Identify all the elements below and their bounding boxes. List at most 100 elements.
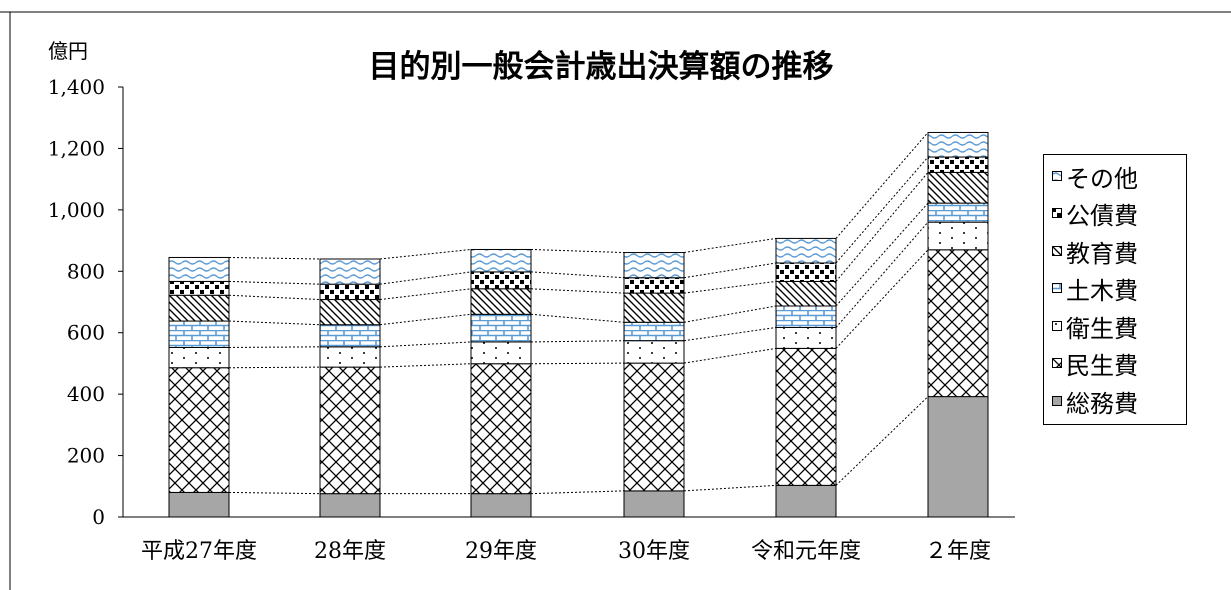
bar-segment xyxy=(470,341,532,365)
series-connector-line xyxy=(683,237,777,254)
bar-segment xyxy=(470,363,532,495)
series-connector-line xyxy=(835,221,929,328)
bar-segment xyxy=(470,313,532,343)
bar-segment xyxy=(319,283,381,301)
bar-segment xyxy=(775,484,837,518)
y-axis-unit-label: 億円 xyxy=(48,39,88,63)
series-connector-line xyxy=(835,202,929,307)
legend-label: 土木費 xyxy=(1066,276,1138,305)
legend-label: 民生費 xyxy=(1066,351,1138,380)
legend-swatch xyxy=(1052,396,1062,406)
series-connector-line xyxy=(530,490,625,495)
bar-segment xyxy=(168,320,230,348)
series-connector-line xyxy=(835,249,929,349)
series-connector-line xyxy=(683,305,777,323)
series-connector-line xyxy=(835,156,929,264)
series-connector-line xyxy=(683,262,777,279)
legend-swatch xyxy=(1052,358,1062,368)
bar-segment xyxy=(927,171,989,204)
y-tick-label: 600 xyxy=(67,321,105,345)
series-connector-line xyxy=(228,320,321,326)
y-tick-label: 400 xyxy=(67,382,105,406)
bar-segment xyxy=(168,256,230,282)
x-category-label: 平成27年度 xyxy=(141,539,257,564)
legend-item: 教育費 xyxy=(1052,237,1138,268)
series-connector-line xyxy=(379,288,472,301)
bar-segment xyxy=(775,262,837,282)
bar-segment xyxy=(927,249,989,398)
x-category-label: ２年度 xyxy=(925,539,991,564)
y-tick-label: 1,000 xyxy=(48,198,105,222)
bar-segment xyxy=(168,491,230,518)
series-connector-line xyxy=(530,288,625,294)
bar-segment xyxy=(470,271,532,290)
series-connector-line xyxy=(530,362,625,365)
bar-segment xyxy=(927,131,989,158)
legend-item: 衛生費 xyxy=(1052,312,1138,343)
plot-area: 0 200 400 600 800 1,000 1,200 1,400 平成27年度 28年度 29… xyxy=(48,75,1015,564)
series-connector-line xyxy=(379,271,472,285)
bar-segment xyxy=(168,346,230,369)
y-tick-label: 1,200 xyxy=(48,136,105,160)
bar-segment xyxy=(623,292,685,323)
series-connector-line xyxy=(530,313,625,323)
legend-swatch xyxy=(1052,171,1062,181)
bar-segment xyxy=(623,490,685,518)
series-connector-line xyxy=(379,248,472,260)
bar-segment xyxy=(623,321,685,342)
legend-item: 民生費 xyxy=(1052,349,1138,380)
y-tick-label: 200 xyxy=(67,444,105,468)
bar-segment xyxy=(470,288,532,315)
series-connector-line xyxy=(228,346,321,348)
bar-segment xyxy=(927,202,989,223)
series-connector-line xyxy=(683,326,777,342)
bar-segment xyxy=(168,367,230,493)
series-connector-line xyxy=(683,280,777,294)
series-connector-line xyxy=(228,491,321,495)
bar-segment xyxy=(319,324,381,348)
bar-segment xyxy=(623,252,685,279)
bar-segment xyxy=(168,280,230,296)
legend-swatch xyxy=(1052,283,1062,293)
bar-segment xyxy=(168,294,230,322)
bar-segment xyxy=(927,221,989,251)
series-connector-line xyxy=(683,347,777,364)
bar-segment xyxy=(775,237,837,264)
bar-segment xyxy=(319,299,381,326)
series-connector-line xyxy=(530,248,625,254)
bar-segment xyxy=(319,346,381,368)
bar-segment xyxy=(623,277,685,294)
bar-segment xyxy=(470,248,532,273)
bar-segment xyxy=(623,362,685,492)
bar-segment xyxy=(775,326,837,349)
series-connector-line xyxy=(530,271,625,279)
x-category-label: 28年度 xyxy=(314,539,386,564)
bar-segment xyxy=(319,493,381,518)
legend-label: 教育費 xyxy=(1066,239,1138,268)
legend-swatch xyxy=(1052,246,1062,256)
legend-item: 総務費 xyxy=(1052,387,1138,418)
bar-segment xyxy=(319,366,381,495)
x-category-label: 29年度 xyxy=(465,539,537,564)
y-tick-label: 1,400 xyxy=(48,75,105,99)
legend-swatch xyxy=(1052,321,1062,331)
series-connector-line xyxy=(379,313,472,326)
legend-label: 公債費 xyxy=(1066,201,1138,230)
series-connector-line xyxy=(228,294,321,301)
bar-segment xyxy=(927,156,989,173)
legend-item: その他 xyxy=(1052,162,1138,193)
series-connector-line xyxy=(228,280,321,285)
legend-item: 土木費 xyxy=(1052,274,1138,305)
series-connector-line xyxy=(835,396,929,486)
y-tick-label: 0 xyxy=(92,505,105,529)
legend-swatch xyxy=(1052,208,1062,218)
series-connector-line xyxy=(835,172,929,282)
bar-segment xyxy=(775,280,837,307)
bar-segment xyxy=(623,340,685,364)
bar-segment xyxy=(775,305,837,328)
legend-label: 総務費 xyxy=(1066,389,1138,418)
legend-label: 衛生費 xyxy=(1066,314,1138,343)
x-category-label: 30年度 xyxy=(618,539,690,564)
